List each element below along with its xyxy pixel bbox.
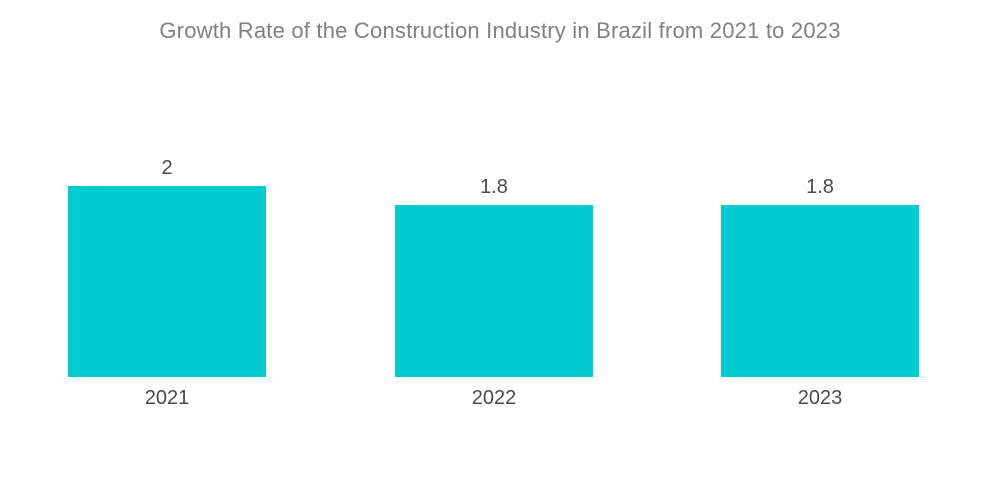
chart-title: Growth Rate of the Construction Industry… <box>159 18 841 43</box>
category-label: 2021 <box>144 387 190 409</box>
bar-2021 <box>68 186 266 377</box>
bar-value-label: 2 <box>161 157 173 179</box>
bar-2023 <box>721 205 919 377</box>
bar-2022 <box>395 205 593 377</box>
bar-value-label: 1.8 <box>806 176 834 199</box>
category-label: 2023 <box>797 387 843 409</box>
bar-value-label: 1.8 <box>480 176 508 199</box>
category-label: 2022 <box>471 387 517 409</box>
